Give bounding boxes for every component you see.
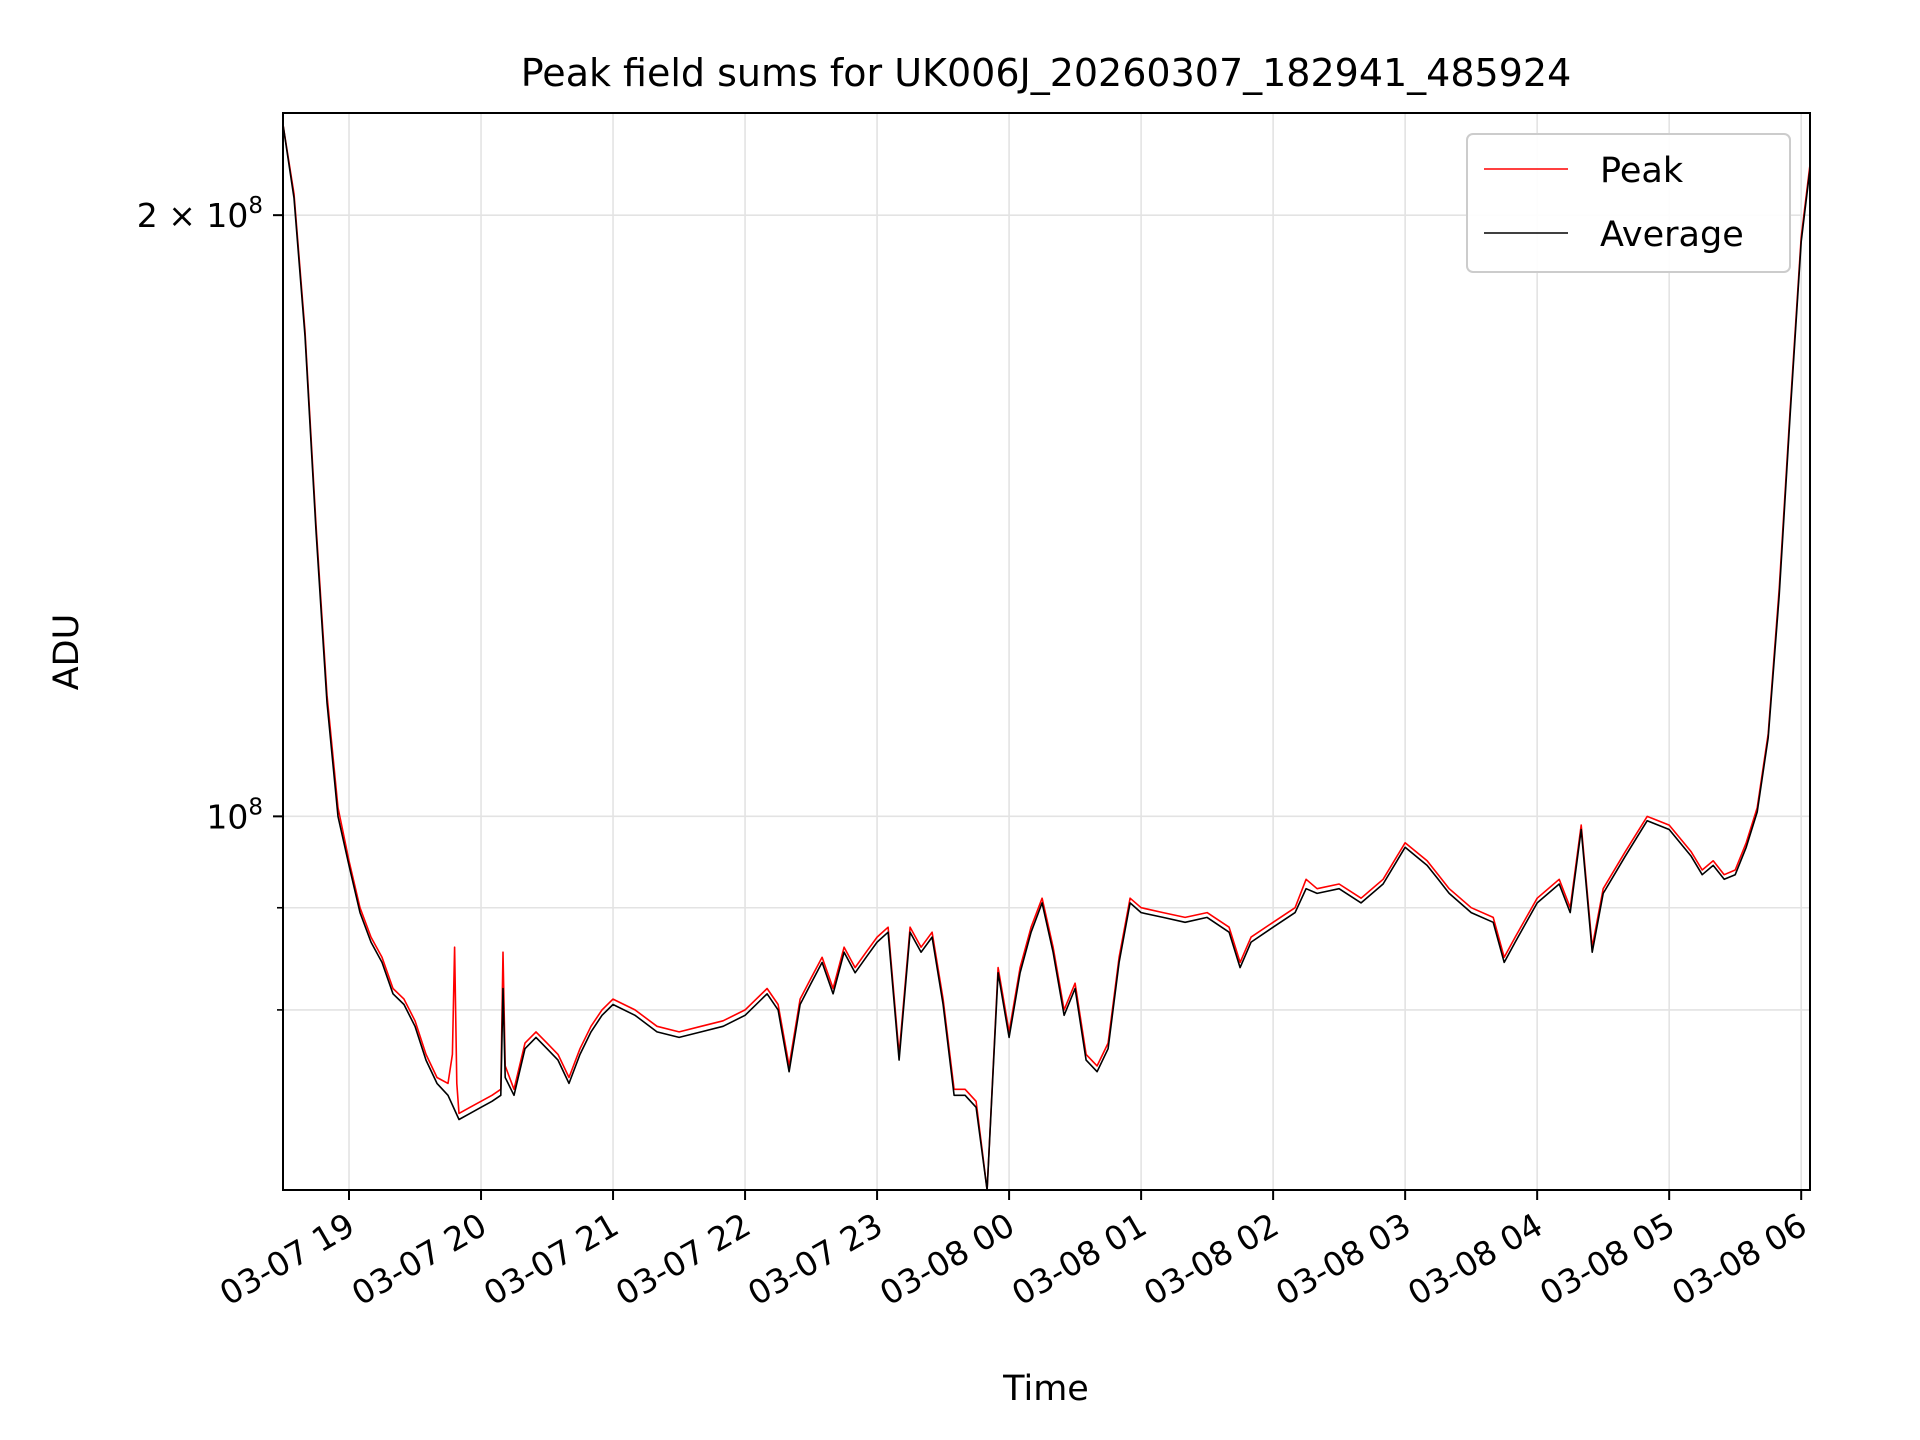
legend-label-peak: Peak <box>1600 151 1684 191</box>
y-tick-label: 108 <box>206 794 263 836</box>
y-axis: 108 2 × 108 <box>137 193 283 1011</box>
axes-frame <box>282 112 1811 1191</box>
grid <box>283 113 1810 1190</box>
chart-title: Peak field sums for UK006J_20260307_1829… <box>521 51 1572 95</box>
y-axis-label: ADU <box>47 614 87 691</box>
x-axis-label: Time <box>1002 1369 1089 1409</box>
plot-area <box>282 124 1811 1191</box>
series-line-average <box>282 124 1811 1191</box>
y-tick-label: 2 × 108 <box>137 193 263 235</box>
legend: Peak Average <box>1466 133 1791 273</box>
legend-label-average: Average <box>1600 215 1744 255</box>
